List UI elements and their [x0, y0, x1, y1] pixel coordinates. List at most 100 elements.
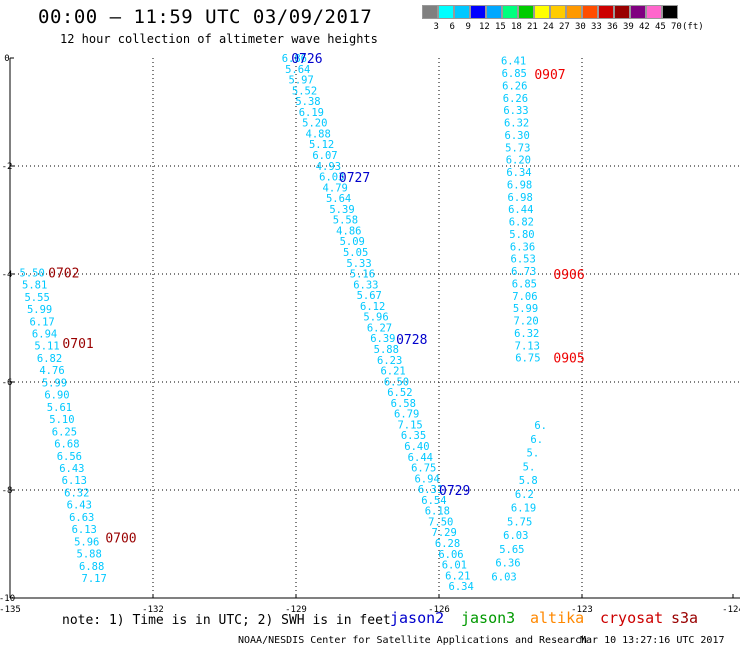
wave-height-point: 6.30	[505, 130, 530, 142]
wave-height-point: 6.43	[59, 463, 84, 475]
time-label: 0726	[291, 52, 322, 67]
wave-height-point: 6.85	[512, 278, 537, 290]
wave-height-point: 4.76	[39, 365, 64, 377]
wave-height-point: 7.13	[515, 340, 540, 352]
x-tick-label: -135	[0, 605, 21, 615]
wave-height-point: 6.52	[387, 387, 412, 399]
legend-swatch	[614, 5, 630, 19]
time-label: 0728	[396, 333, 427, 348]
x-tick-label: -124	[722, 605, 740, 615]
legend-label: 15	[495, 22, 506, 32]
wave-height-point: 5.38	[295, 96, 320, 108]
wave-height-point: 6.03	[319, 172, 344, 184]
wave-height-point: 6.53	[511, 254, 536, 266]
wave-height-point: 6.19	[299, 107, 324, 119]
wave-height-point: 6.94	[414, 473, 439, 485]
wave-height-point: 6.98	[507, 179, 532, 191]
credit-line: NOAA/NESDIS Center for Satellite Applica…	[238, 635, 588, 646]
wave-height-point: 6.33	[353, 279, 378, 291]
wave-height-point: 5.67	[357, 290, 382, 302]
legend-label: 12	[479, 22, 490, 32]
wave-height-point: 5.61	[47, 402, 72, 414]
wave-height-point: 5.75	[507, 516, 532, 528]
wave-height-point: 6.36	[510, 241, 535, 253]
wave-height-point: 6.27	[367, 322, 392, 334]
wave-height-point: 6.13	[72, 524, 97, 536]
wave-height-point: 6.12	[360, 301, 385, 313]
wave-height-point: 6.73	[511, 266, 536, 278]
wave-height-point: 6.26	[502, 80, 527, 92]
wave-height-point: 6.	[534, 420, 547, 432]
wave-height-point: 6.41	[501, 56, 526, 68]
x-tick-label: -132	[142, 605, 164, 615]
wave-height-point: 4.79	[323, 182, 348, 194]
legend-swatch	[518, 5, 534, 19]
wave-height-point: 6.85	[502, 68, 527, 80]
legend-swatch	[454, 5, 470, 19]
wave-height-point: 5.10	[49, 414, 74, 426]
wave-height-point: 5.99	[27, 304, 52, 316]
wave-height-point: 6.39	[370, 333, 395, 345]
wave-height-point: 7.06	[512, 291, 537, 303]
legend-swatch	[566, 5, 582, 19]
legend-swatch	[502, 5, 518, 19]
wave-height-point: 5.33	[346, 258, 371, 270]
wave-height-point: 7.50	[428, 516, 453, 528]
legend-label: 36	[607, 22, 618, 32]
wave-height-point: 6.79	[394, 409, 419, 421]
wave-height-point: 6.75	[411, 463, 436, 475]
time-label: 0701	[62, 337, 93, 352]
wave-height-point: 6.28	[435, 538, 460, 550]
wave-height-point: 6.17	[29, 316, 54, 328]
wave-height-point: 6.03	[491, 571, 516, 583]
wave-height-point: 5.20	[302, 118, 327, 130]
legend-label: 21	[527, 22, 538, 32]
legend-label: 33	[591, 22, 602, 32]
wave-height-point: 6.01	[442, 560, 467, 572]
chart-subtitle: 12 hour collection of altimeter wave hei…	[60, 32, 378, 46]
wave-height-point: 4.88	[306, 128, 331, 140]
legend-swatch	[582, 5, 598, 19]
wave-height-point: 5.52	[292, 85, 317, 97]
y-tick-label: -2	[2, 162, 13, 172]
wave-height-point: 5.12	[309, 139, 334, 151]
wave-height-point: 6.82	[509, 217, 534, 229]
time-label: 0729	[439, 484, 470, 499]
x-tick-label: -129	[285, 605, 307, 615]
wave-height-point: 6.32	[514, 328, 539, 340]
color-scale-labels: 3 6 9 12 15 18 21 24 27 30 33 36 39 42 45 70 (ft)	[426, 22, 740, 34]
color-scale-legend	[422, 5, 678, 19]
legend-label: 45	[655, 22, 666, 32]
wave-height-point: 6.21	[445, 570, 470, 582]
wave-height-point: 6.90	[44, 390, 69, 402]
satellite-altika: altika	[530, 609, 585, 627]
legend-label: 6	[449, 22, 455, 32]
wave-height-point: 6.98	[508, 192, 533, 204]
y-tick-label: -6	[2, 378, 13, 388]
y-tick-label: -10	[0, 594, 15, 604]
wave-height-point: 5.16	[350, 269, 375, 281]
time-label: 0700	[105, 532, 136, 547]
wave-height-point: 5.64	[285, 64, 310, 76]
wave-height-point: 6.82	[37, 353, 62, 365]
wave-height-point: 6.94	[32, 329, 57, 341]
wave-height-point: 7.17	[82, 573, 107, 585]
wave-height-point: 5.39	[329, 204, 354, 216]
y-tick-label: -4	[2, 270, 13, 280]
wave-height-point: 5.09	[340, 236, 365, 248]
wave-height-point: 6.19	[511, 503, 536, 515]
legend-label: 24	[543, 22, 554, 32]
wave-height-point: 5.55	[24, 292, 49, 304]
legend-label: 18	[511, 22, 522, 32]
satellite-jason2: jason2	[390, 609, 445, 627]
wave-height-point: 5.88	[374, 344, 399, 356]
wave-height-point: 6.03	[503, 530, 528, 542]
satellite-jason3: jason3	[461, 609, 516, 627]
legend-label: 70	[671, 22, 682, 32]
wave-height-point: 5.8	[519, 475, 538, 487]
wave-height-point: 6.35	[401, 430, 426, 442]
wave-height-point: 6.23	[377, 355, 402, 367]
wave-height-point: 4.86	[336, 225, 361, 237]
footer-note: note: 1) Time is in UTC; 2) SWH is in fe…	[62, 613, 391, 628]
x-tick-label: -123	[571, 605, 593, 615]
